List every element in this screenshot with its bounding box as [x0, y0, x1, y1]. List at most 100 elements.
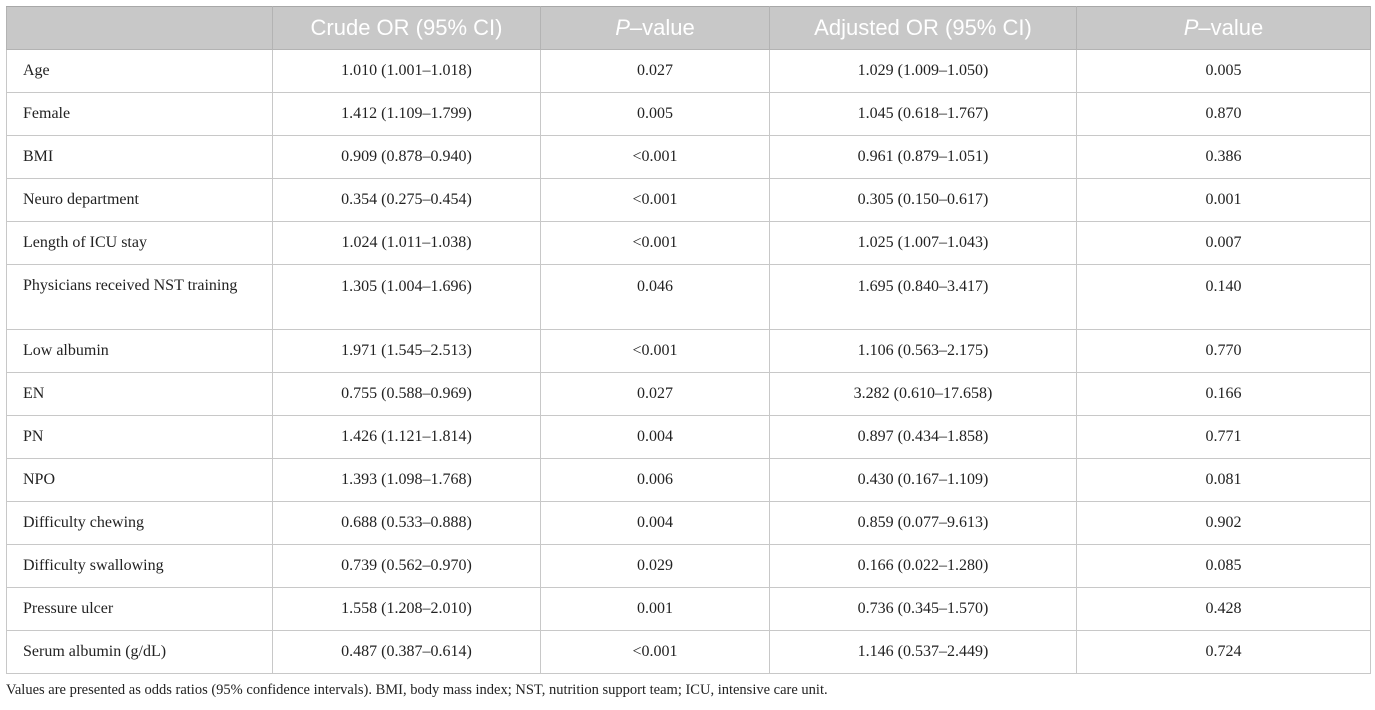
table-footnote: Values are presented as odds ratios (95%…	[6, 682, 828, 698]
adjusted-p-cell: 0.428	[1076, 587, 1371, 631]
adjusted-p-cell-text: 0.001	[1205, 191, 1242, 208]
crude-or-cell-text: 0.354 (0.275–0.454)	[341, 191, 472, 208]
header-adjusted-or: Adjusted OR (95% CI)	[769, 6, 1077, 50]
crude-or-cell-text: 0.487 (0.387–0.614)	[341, 643, 472, 660]
crude-or-cell-text: 1.024 (1.011–1.038)	[341, 234, 472, 251]
variable-cell-text: EN	[23, 385, 45, 402]
crude-p-cell: 0.005	[540, 92, 770, 136]
table-row: Low albumin 1.971 (1.545–2.513) <0.001 1.10…	[6, 329, 1371, 373]
table-row: Female 1.412 (1.109–1.799) 0.005 1.045 (0.6…	[6, 92, 1371, 136]
table-row: Difficulty swallowing 0.739 (0.562–0.970)…	[6, 544, 1371, 588]
crude-p-cell: 0.001	[540, 587, 770, 631]
variable-cell: Neuro department	[6, 178, 273, 222]
crude-p-cell-text: 0.046	[637, 278, 673, 295]
crude-or-cell: 0.909 (0.878–0.940)	[272, 135, 541, 179]
adjusted-or-cell: 1.045 (0.618–1.767)	[769, 92, 1077, 136]
crude-or-cell-text: 1.426 (1.121–1.814)	[341, 428, 472, 445]
header-crude-or: Crude OR (95% CI)	[272, 6, 541, 50]
crude-or-cell: 1.412 (1.109–1.799)	[272, 92, 541, 136]
variable-cell: PN	[6, 415, 273, 459]
variable-cell: Difficulty chewing	[6, 501, 273, 545]
adjusted-or-cell: 1.106 (0.563–2.175)	[769, 329, 1077, 373]
adjusted-p-cell: 0.771	[1076, 415, 1371, 459]
adjusted-or-cell: 1.029 (1.009–1.050)	[769, 49, 1077, 93]
variable-cell-text: Physicians received NST training	[23, 277, 238, 294]
adjusted-p-cell-text: 0.007	[1205, 234, 1242, 251]
table-row: Length of ICU stay 1.024 (1.011–1.038) <0.…	[6, 221, 1371, 265]
adjusted-p-cell: 0.005	[1076, 49, 1371, 93]
crude-p-cell: 0.006	[540, 458, 770, 502]
adjusted-p-cell-text: 0.724	[1205, 643, 1242, 660]
adjusted-or-cell-text: 3.282 (0.610–17.658)	[853, 385, 993, 402]
adjusted-or-cell-text: 1.045 (0.618–1.767)	[857, 105, 989, 122]
variable-cell: Length of ICU stay	[6, 221, 273, 265]
crude-p-cell-text: 0.001	[637, 600, 673, 617]
adjusted-or-cell: 3.282 (0.610–17.658)	[769, 372, 1077, 416]
variable-cell-text: BMI	[23, 148, 54, 165]
adjusted-p-cell: 0.001	[1076, 178, 1371, 222]
adjusted-p-cell: 0.724	[1076, 630, 1371, 674]
crude-or-cell-text: 0.739 (0.562–0.970)	[341, 557, 472, 574]
adjusted-or-cell-text: 1.146 (0.537–2.449)	[857, 643, 989, 660]
crude-p-cell: 0.027	[540, 372, 770, 416]
adjusted-p-cell: 0.386	[1076, 135, 1371, 179]
variable-cell: Age	[6, 49, 273, 93]
variable-cell: Difficulty swallowing	[6, 544, 273, 588]
crude-p-cell: 0.004	[540, 501, 770, 545]
variable-cell-text: Pressure ulcer	[23, 600, 114, 617]
adjusted-or-cell: 0.859 (0.077–9.613)	[769, 501, 1077, 545]
crude-p-cell: <0.001	[540, 329, 770, 373]
variable-cell: BMI	[6, 135, 273, 179]
crude-or-cell-text: 1.558 (1.208–2.010)	[341, 600, 472, 617]
variable-cell-text: NPO	[23, 471, 56, 488]
variable-cell-text: Female	[23, 105, 71, 122]
adjusted-or-cell: 1.025 (1.007–1.043)	[769, 221, 1077, 265]
adjusted-p-cell: 0.085	[1076, 544, 1371, 588]
crude-p-cell: 0.046	[540, 264, 770, 330]
variable-cell-text: Length of ICU stay	[23, 234, 147, 251]
adjusted-p-cell-text: 0.902	[1205, 514, 1242, 531]
crude-or-cell-text: 1.393 (1.098–1.768)	[341, 471, 472, 488]
crude-or-cell: 1.305 (1.004–1.696)	[272, 264, 541, 330]
table-row: NPO 1.393 (1.098–1.768) 0.006 0.430 (0.167–…	[6, 458, 1371, 502]
variable-cell: Low albumin	[6, 329, 273, 373]
adjusted-or-cell: 0.736 (0.345–1.570)	[769, 587, 1077, 631]
crude-p-cell-text: <0.001	[632, 148, 678, 165]
variable-cell-text: Neuro department	[23, 191, 139, 208]
crude-or-cell: 1.426 (1.121–1.814)	[272, 415, 541, 459]
header-variable	[6, 6, 273, 50]
adjusted-p-cell-text: 0.085	[1205, 557, 1242, 574]
adjusted-or-cell: 0.430 (0.167–1.109)	[769, 458, 1077, 502]
crude-p-cell-text: 0.027	[637, 385, 673, 402]
header-adjusted-p-value: P–value	[1076, 6, 1371, 50]
crude-p-cell: <0.001	[540, 221, 770, 265]
adjusted-p-cell-text: 0.081	[1205, 471, 1242, 488]
adjusted-p-cell: 0.902	[1076, 501, 1371, 545]
adjusted-or-cell-text: 0.897 (0.434–1.858)	[857, 428, 989, 445]
crude-p-cell: <0.001	[540, 135, 770, 179]
adjusted-or-cell-text: 0.736 (0.345–1.570)	[857, 600, 989, 617]
crude-p-cell-text: 0.029	[637, 557, 673, 574]
crude-or-cell-text: 1.010 (1.001–1.018)	[341, 62, 472, 79]
odds-ratio-table: Crude OR (95% CI) P–value Adjusted OR (9…	[6, 6, 1371, 674]
adjusted-or-cell-text: 0.961 (0.879–1.051)	[857, 148, 989, 165]
variable-cell-text: Difficulty swallowing	[23, 557, 164, 574]
crude-p-cell-text: 0.005	[637, 105, 673, 122]
adjusted-p-cell: 0.166	[1076, 372, 1371, 416]
variable-cell-text: Age	[23, 62, 50, 79]
crude-p-cell-text: 0.004	[637, 514, 673, 531]
variable-cell: NPO	[6, 458, 273, 502]
variable-cell: Serum albumin (g/dL)	[6, 630, 273, 674]
crude-p-cell: 0.004	[540, 415, 770, 459]
crude-or-cell: 0.354 (0.275–0.454)	[272, 178, 541, 222]
adjusted-p-cell: 0.770	[1076, 329, 1371, 373]
variable-cell-text: Serum albumin (g/dL)	[23, 643, 167, 660]
adjusted-p-cell-text: 0.140	[1205, 278, 1242, 295]
table-row: Serum albumin (g/dL) 0.487 (0.387–0.614) <…	[6, 630, 1371, 674]
adjusted-p-cell: 0.007	[1076, 221, 1371, 265]
crude-p-cell-text: 0.006	[637, 471, 673, 488]
crude-or-cell: 1.393 (1.098–1.768)	[272, 458, 541, 502]
table-row: Difficulty chewing 0.688 (0.533–0.888) 0.0…	[6, 501, 1371, 545]
variable-cell: EN	[6, 372, 273, 416]
crude-or-cell-text: 0.909 (0.878–0.940)	[341, 148, 472, 165]
